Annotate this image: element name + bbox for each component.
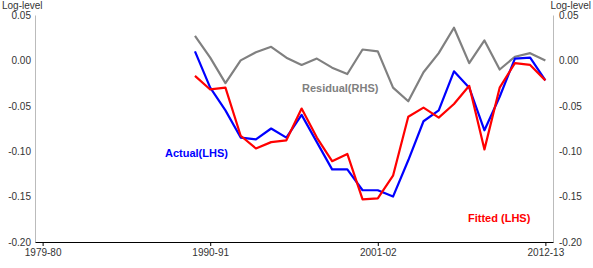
tick: -0.15 xyxy=(553,191,582,202)
series-line xyxy=(195,63,545,199)
y-axis-title: Log-level xyxy=(2,0,43,11)
series-label: Residual(RHS) xyxy=(302,82,379,94)
tick: -0.20 xyxy=(553,237,582,248)
tick-label: -0.20 xyxy=(559,237,582,248)
tick-label: -0.10 xyxy=(8,146,31,157)
tick-label: 0.00 xyxy=(559,55,579,66)
tick-label: -0.15 xyxy=(559,191,582,202)
series-label: Actual(LHS) xyxy=(165,147,228,159)
tick-label: 1990-91 xyxy=(192,247,229,258)
tick-label: -0.15 xyxy=(8,191,31,202)
tick-label: 0.00 xyxy=(12,55,32,66)
tick-label: 0.05 xyxy=(12,10,32,21)
y2-axis-title: Log-level xyxy=(550,0,591,11)
tick: 2012-13 xyxy=(528,242,565,258)
tick-label: -0.05 xyxy=(8,101,31,112)
tick-mark xyxy=(545,242,546,246)
tick: -0.20 xyxy=(8,237,35,248)
tick: -0.05 xyxy=(8,101,35,112)
tick: 0.00 xyxy=(553,55,579,66)
series-line xyxy=(195,28,545,102)
tick: 2001-02 xyxy=(360,242,397,258)
series-line xyxy=(195,51,545,196)
tick: 0.00 xyxy=(12,55,35,66)
tick-label: -0.20 xyxy=(8,237,31,248)
tick-mark xyxy=(378,242,379,246)
tick: 1990-91 xyxy=(192,242,229,258)
tick: -0.15 xyxy=(8,191,35,202)
tick: 0.05 xyxy=(553,10,579,21)
tick-label: -0.05 xyxy=(559,101,582,112)
tick-mark xyxy=(43,242,44,246)
y2-axis: 0.05 0.00 -0.05 -0.10 -0.15 -0.20 xyxy=(553,10,582,248)
series-label: Fitted (LHS) xyxy=(468,212,531,224)
tick-label: 1979-80 xyxy=(25,247,62,258)
y-axis: 0.05 0.00 -0.05 -0.10 -0.15 -0.20 xyxy=(8,10,35,248)
tick: 1979-80 xyxy=(25,242,62,258)
tick-label: 0.05 xyxy=(559,10,579,21)
tick-label: 2001-02 xyxy=(360,247,397,258)
x-axis: 1979-80 1990-91 2001-02 2012-13 xyxy=(25,242,565,258)
tick: 0.05 xyxy=(12,10,35,21)
axis-line xyxy=(36,242,554,243)
chart: 0.05 0.00 -0.05 -0.10 -0.15 -0.20 0.05 0.00 -0.0… xyxy=(0,0,593,268)
axis-line xyxy=(35,16,36,243)
lines xyxy=(195,28,545,200)
tick: -0.10 xyxy=(553,146,582,157)
tick-label: -0.10 xyxy=(559,146,582,157)
tick-label: 2012-13 xyxy=(528,247,565,258)
tick: -0.05 xyxy=(553,101,582,112)
axis-line xyxy=(553,16,554,243)
tick: -0.10 xyxy=(8,146,35,157)
tick-mark xyxy=(210,242,211,246)
